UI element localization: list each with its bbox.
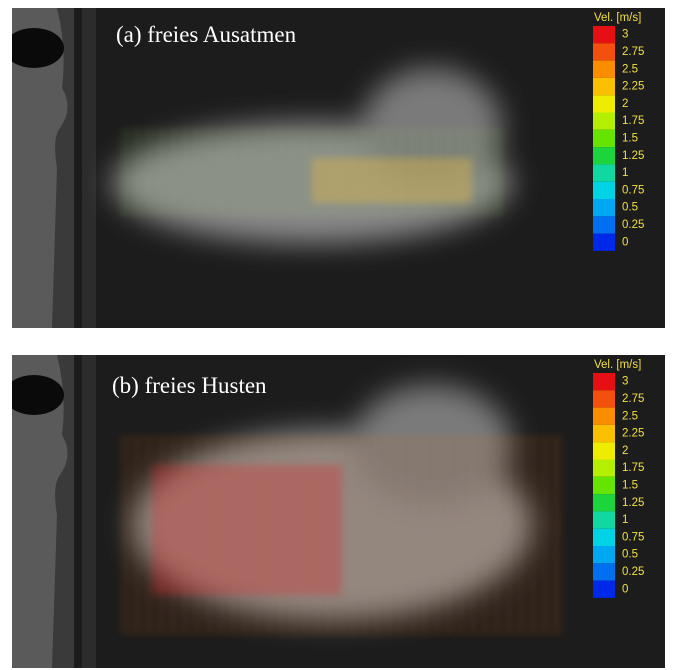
colorbar-tick-label: 2.5 — [622, 63, 638, 75]
colorbar-tick-label: 0.5 — [622, 549, 638, 561]
colorbar-swatch — [593, 390, 615, 408]
colorbar-tick-label: 2 — [622, 98, 628, 110]
colorbar-tick-label: 1.75 — [622, 462, 644, 474]
colorbar-swatch — [593, 199, 615, 217]
vector-field-fast — [312, 158, 472, 203]
face — [12, 8, 96, 328]
colorbar-tick-label: 1.5 — [622, 132, 638, 144]
colorbar-tick-label: 2.75 — [622, 46, 644, 58]
colorbar-swatch — [593, 164, 615, 182]
colorbar-tick-label: 1.5 — [622, 479, 638, 491]
panel-b: (b) freies Husten Vel. [m/s] 3 2.75 2.5 2.25… — [12, 355, 665, 668]
colorbar-title: Vel. [m/s] — [594, 359, 641, 371]
colorbar-swatch — [593, 459, 615, 477]
colorbar-tick-label: 0 — [622, 583, 628, 595]
colorbar-swatch — [593, 546, 615, 564]
panel-label: (b) freies Husten — [112, 373, 267, 398]
colorbar-swatch — [593, 233, 615, 251]
colorbar-swatch — [593, 442, 615, 460]
colorbar-swatch — [593, 476, 615, 495]
colorbar-swatch — [593, 112, 615, 130]
colorbar-swatch — [593, 60, 615, 78]
vector-field-fast — [152, 465, 342, 595]
colorbar-swatch — [593, 77, 615, 96]
colorbar-swatch — [593, 129, 615, 148]
colorbar-tick-label: 1.25 — [622, 497, 644, 509]
colorbar: Vel. [m/s] 3 2.75 2.5 2.25 2 1.75 1.5 1.25 1 0.75 0… — [593, 12, 644, 251]
colorbar-tick-label: 1.75 — [622, 115, 644, 127]
colorbar-tick-label: 0.75 — [622, 184, 644, 196]
colorbar-tick-label: 2.5 — [622, 410, 638, 422]
colorbar-tick-label: 1.25 — [622, 150, 644, 162]
colorbar-title: Vel. [m/s] — [594, 12, 641, 24]
colorbar-tick-label: 0.75 — [622, 531, 644, 543]
colorbar-tick-label: 1 — [622, 167, 628, 179]
colorbar-tick-label: 0.5 — [622, 202, 638, 214]
panel-a: (a) freies Ausatmen Vel. [m/s] 3 2.75 2.5 2.… — [12, 8, 665, 328]
colorbar-tick-label: 2.75 — [622, 393, 644, 405]
colorbar-tick-label: 2.25 — [622, 428, 644, 440]
colorbar-swatch — [593, 43, 615, 61]
colorbar-tick-label: 0 — [622, 236, 628, 248]
colorbar-tick-label: 3 — [622, 29, 628, 41]
colorbar-swatch — [593, 424, 615, 443]
colorbar-swatch — [593, 95, 615, 113]
colorbar-tick-label: 3 — [622, 376, 628, 388]
colorbar-swatch — [593, 181, 615, 199]
colorbar-swatch — [593, 26, 615, 44]
panel-label: (a) freies Ausatmen — [116, 22, 297, 47]
colorbar-swatch — [593, 494, 615, 512]
colorbar-tick-label: 2.25 — [622, 81, 644, 93]
colorbar-swatch — [593, 563, 615, 581]
colorbar-swatch — [593, 528, 615, 546]
colorbar-swatch — [593, 373, 615, 391]
colorbar: Vel. [m/s] 3 2.75 2.5 2.25 2 1.75 1.5 1.25 1 0.75 0… — [593, 359, 644, 598]
colorbar-tick-label: 2 — [622, 445, 628, 457]
colorbar-tick-label: 0.25 — [622, 219, 644, 231]
colorbar-tick-label: 0.25 — [622, 566, 644, 578]
colorbar-swatch — [593, 147, 615, 165]
colorbar-swatch — [593, 216, 615, 234]
colorbar-swatch — [593, 580, 615, 598]
colorbar-tick-label: 1 — [622, 514, 628, 526]
face — [12, 355, 96, 668]
colorbar-swatch — [593, 511, 615, 529]
colorbar-swatch — [593, 407, 615, 425]
